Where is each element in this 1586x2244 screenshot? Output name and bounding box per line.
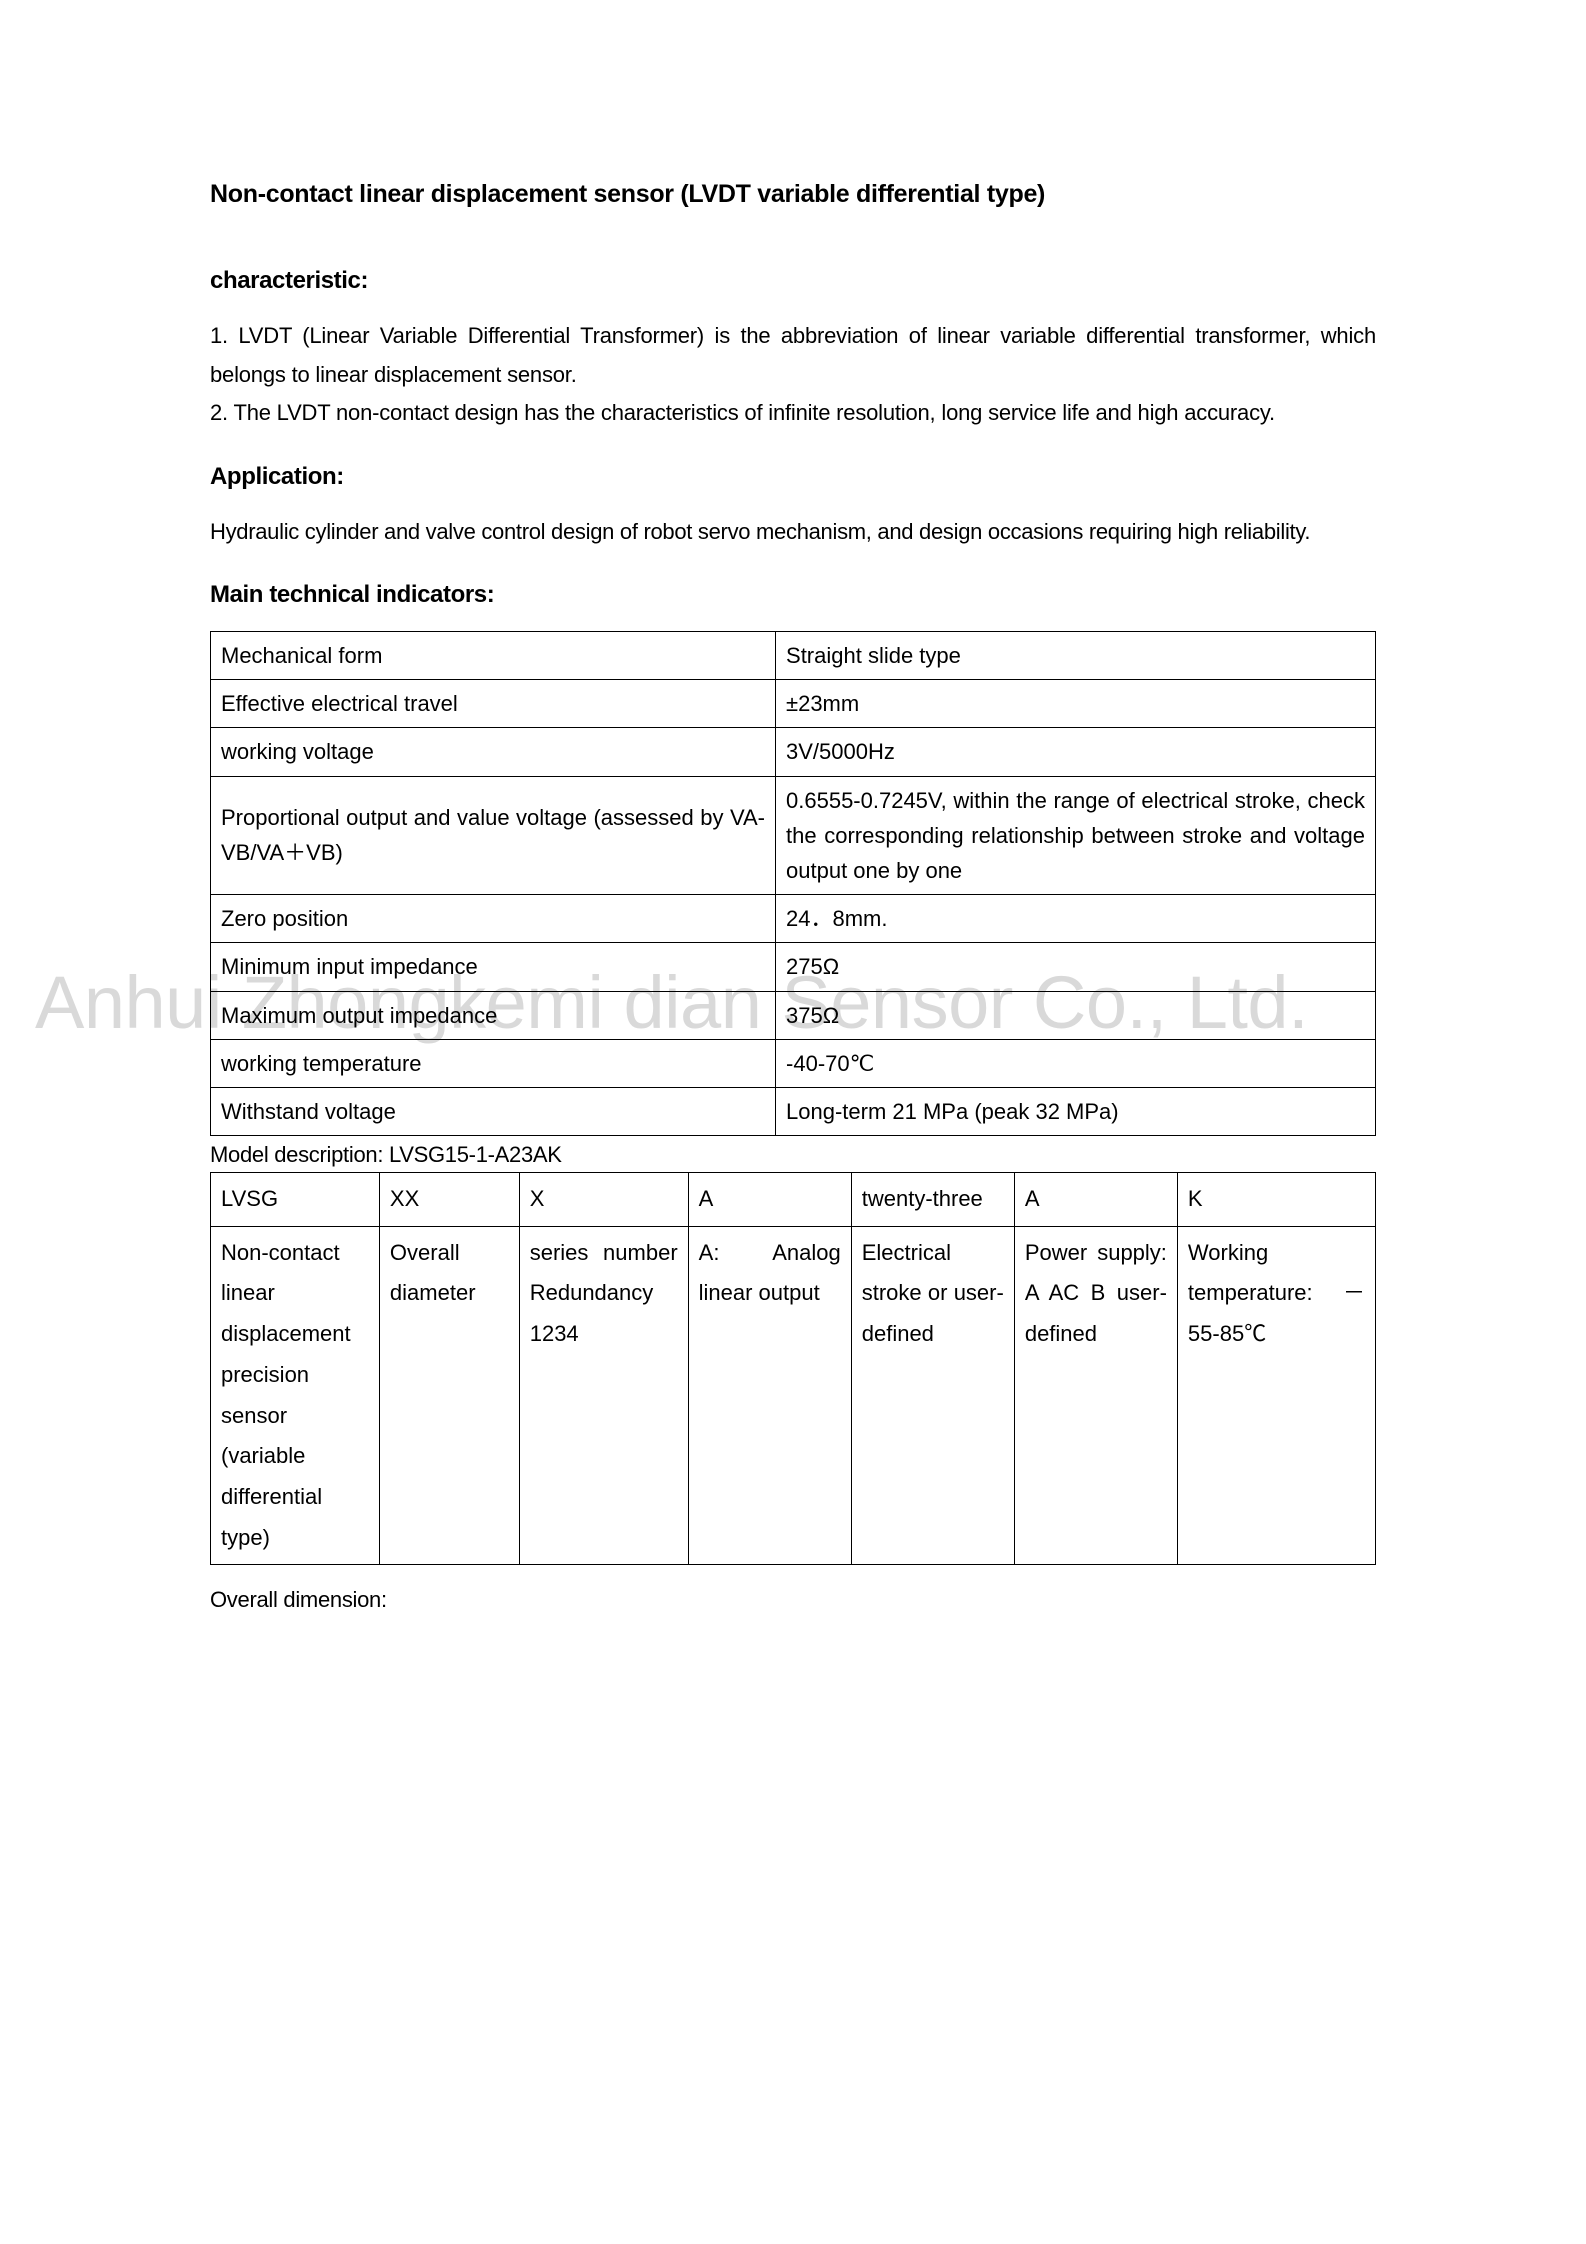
spec-table-row: Minimum input impedance275Ω	[211, 943, 1376, 991]
model-table-body-row: Non-contact linear displacement precisio…	[211, 1226, 1376, 1565]
model-header-cell: A	[688, 1173, 851, 1227]
spec-value-cell: Long-term 21 MPa (peak 32 MPa)	[776, 1087, 1376, 1135]
spec-label-cell: Maximum output impedance	[211, 991, 776, 1039]
spec-table-row: Withstand voltageLong-term 21 MPa (peak …	[211, 1087, 1376, 1135]
model-header-cell: XX	[379, 1173, 519, 1227]
spec-value-cell: 375Ω	[776, 991, 1376, 1039]
model-header-cell: A	[1014, 1173, 1177, 1227]
spec-table-row: working voltage3V/5000Hz	[211, 728, 1376, 776]
overall-dimension-label: Overall dimension:	[210, 1587, 1376, 1613]
spec-table-row: Proportional output and value voltage (a…	[211, 776, 1376, 895]
spec-table-row: Mechanical formStraight slide type	[211, 632, 1376, 680]
spec-label-cell: working voltage	[211, 728, 776, 776]
model-header-cell: X	[519, 1173, 688, 1227]
spec-value-cell: 3V/5000Hz	[776, 728, 1376, 776]
spec-label-cell: Zero position	[211, 895, 776, 943]
document-page: Non-contact linear displacement sensor (…	[0, 0, 1586, 1613]
model-header-cell: LVSG	[211, 1173, 380, 1227]
para-characteristic: 1. LVDT (Linear Variable Differential Tr…	[210, 317, 1376, 433]
spec-label-cell: Minimum input impedance	[211, 943, 776, 991]
model-body-cell: A: Analog linear output	[688, 1226, 851, 1565]
spec-label-cell: working temperature	[211, 1039, 776, 1087]
heading-indicators: Main technical indicators:	[210, 581, 1376, 609]
model-header-cell: twenty-three	[851, 1173, 1014, 1227]
model-body-cell: Electrical stroke or user-defined	[851, 1226, 1014, 1565]
spec-value-cell: 0.6555-0.7245V, within the range of elec…	[776, 776, 1376, 895]
model-body-cell: Non-contact linear displacement precisio…	[211, 1226, 380, 1565]
spec-value-cell: 275Ω	[776, 943, 1376, 991]
model-body-cell: series number Redundancy 1234	[519, 1226, 688, 1565]
model-body-cell: Overall diameter	[379, 1226, 519, 1565]
model-header-cell: K	[1177, 1173, 1375, 1227]
model-description-label: Model description: LVSG15-1-A23AK	[210, 1142, 1376, 1168]
heading-characteristic: characteristic:	[210, 267, 1376, 295]
page-title: Non-contact linear displacement sensor (…	[210, 180, 1376, 209]
spec-label-cell: Proportional output and value voltage (a…	[211, 776, 776, 895]
spec-table-row: Zero position24．8mm.	[211, 895, 1376, 943]
spec-label-cell: Withstand voltage	[211, 1087, 776, 1135]
spec-value-cell: ±23mm	[776, 680, 1376, 728]
model-body-cell: Working temperature: －55-85℃	[1177, 1226, 1375, 1565]
para-application: Hydraulic cylinder and valve control des…	[210, 513, 1376, 552]
spec-table: Mechanical formStraight slide typeEffect…	[210, 631, 1376, 1136]
model-body-cell: Power supply: A AC B user-defined	[1014, 1226, 1177, 1565]
spec-value-cell: -40-70℃	[776, 1039, 1376, 1087]
spec-table-row: working temperature-40-70℃	[211, 1039, 1376, 1087]
spec-label-cell: Effective electrical travel	[211, 680, 776, 728]
model-table-header-row: LVSGXXXAtwenty-threeAK	[211, 1173, 1376, 1227]
model-table: LVSGXXXAtwenty-threeAK Non-contact linea…	[210, 1172, 1376, 1565]
spec-table-row: Maximum output impedance375Ω	[211, 991, 1376, 1039]
spec-label-cell: Mechanical form	[211, 632, 776, 680]
heading-application: Application:	[210, 463, 1376, 491]
spec-value-cell: 24．8mm.	[776, 895, 1376, 943]
spec-value-cell: Straight slide type	[776, 632, 1376, 680]
spec-table-row: Effective electrical travel±23mm	[211, 680, 1376, 728]
